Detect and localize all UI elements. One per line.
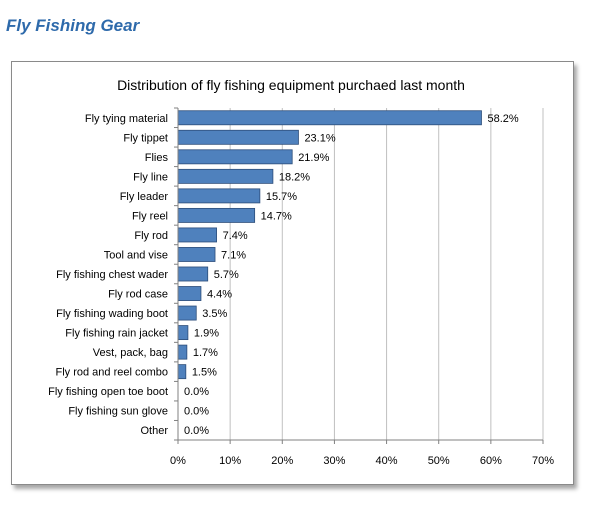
data-label: 1.5% xyxy=(192,367,217,379)
data-label: 0.0% xyxy=(184,386,209,398)
category-label: Fly rod and reel combo xyxy=(56,367,169,379)
x-tick-label: 40% xyxy=(376,455,398,467)
bar xyxy=(177,305,197,321)
bar xyxy=(177,129,299,145)
category-label: Fly line xyxy=(133,171,168,183)
bar xyxy=(177,364,187,380)
bar xyxy=(177,168,274,184)
category-label: Vest, pack, bag xyxy=(93,347,168,359)
data-label: 3.5% xyxy=(202,308,227,320)
x-tick-label: 30% xyxy=(323,455,345,467)
bar xyxy=(177,227,217,243)
data-label: 7.4% xyxy=(223,230,248,242)
data-label: 15.7% xyxy=(266,191,297,203)
bar xyxy=(177,188,261,204)
category-label: Tool and vise xyxy=(104,249,168,261)
data-label: 18.2% xyxy=(279,171,310,183)
x-tick-label: 20% xyxy=(271,455,293,467)
x-tick-label: 0% xyxy=(170,455,186,467)
category-label: Fly tippet xyxy=(123,132,168,144)
labels: 0% 10% 20% 30% 40% 50% 60% 70% Fly tying materia… xyxy=(48,113,554,467)
bars xyxy=(177,110,482,380)
data-label: 21.9% xyxy=(298,152,329,164)
x-tick-label: 50% xyxy=(428,455,450,467)
category-label: Fly fishing sun glove xyxy=(68,406,168,418)
page-heading: Fly Fishing Gear xyxy=(6,16,140,35)
data-label: 23.1% xyxy=(304,132,335,144)
bar xyxy=(177,344,188,360)
data-label: 1.9% xyxy=(194,328,219,340)
data-label: 7.1% xyxy=(221,249,246,261)
chart-title: Distribution of fly fishing equipment pu… xyxy=(117,77,465,93)
category-label: Fly leader xyxy=(120,191,169,203)
data-label: 5.7% xyxy=(214,269,239,281)
category-label: Fly fishing wading boot xyxy=(56,308,168,320)
x-tick-label: 10% xyxy=(219,455,241,467)
x-tick-label: 60% xyxy=(480,455,502,467)
category-label: Flies xyxy=(145,152,169,164)
bar xyxy=(177,247,216,262)
chart-card xyxy=(11,61,574,485)
axes xyxy=(174,107,544,444)
bar xyxy=(177,207,256,223)
data-label: 4.4% xyxy=(207,289,232,301)
data-label: 0.0% xyxy=(184,406,209,418)
bar xyxy=(177,266,209,282)
category-label: Fly fishing chest wader xyxy=(56,269,168,281)
data-label: 1.7% xyxy=(193,347,218,359)
data-label: 0.0% xyxy=(184,425,209,437)
category-label: Fly fishing rain jacket xyxy=(65,328,168,340)
bar xyxy=(177,110,482,126)
category-label: Fly tying material xyxy=(85,113,168,125)
category-label: Fly fishing open toe boot xyxy=(48,386,168,398)
category-label: Fly rod xyxy=(134,230,168,242)
data-label: 58.2% xyxy=(487,113,518,125)
bar xyxy=(177,325,189,341)
x-tick-label: 70% xyxy=(532,455,554,467)
bar xyxy=(177,149,293,165)
category-label: Fly reel xyxy=(132,210,168,222)
data-label: 14.7% xyxy=(261,210,292,222)
category-label: Other xyxy=(140,425,168,437)
bar xyxy=(177,286,202,301)
category-label: Fly rod case xyxy=(108,289,168,301)
